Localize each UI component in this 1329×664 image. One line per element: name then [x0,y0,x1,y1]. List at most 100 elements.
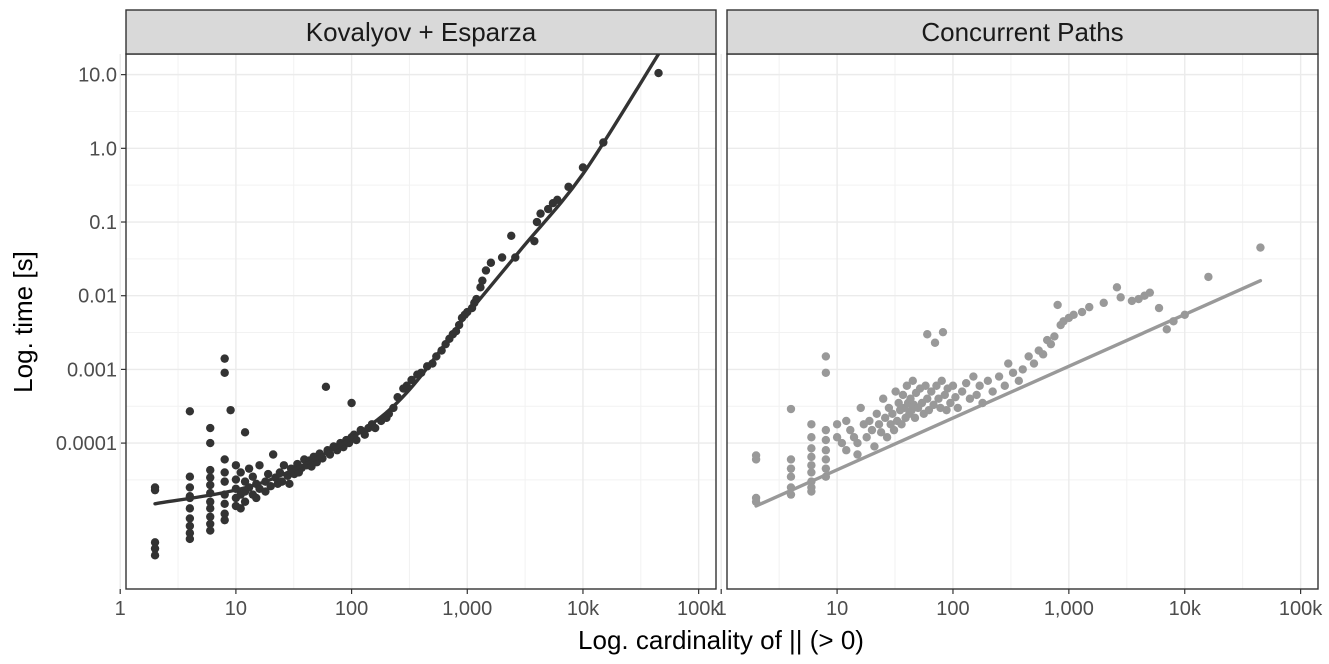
x-tick-label: 1 [716,598,727,620]
data-point [994,372,1004,381]
data-point [942,405,951,415]
data-point [807,468,816,477]
data-point [226,405,235,415]
facet-strip [726,9,1319,55]
data-point [951,392,960,402]
data-point [150,538,160,547]
data-point [285,479,294,489]
data-point [185,472,195,481]
data-point [236,468,245,477]
y-axis-title: Log. time [s] [8,251,38,393]
data-point [865,416,874,426]
data-point [536,209,545,218]
data-point [1099,298,1108,308]
x-tick-label: 100k [677,598,721,620]
data-point [872,409,881,418]
data-point [929,400,938,410]
data-point [1145,288,1155,297]
data-point [946,398,955,408]
data-point [150,485,160,495]
data-point [220,515,229,525]
data-point [930,338,940,347]
data-point [807,420,816,429]
data-point [497,253,507,262]
data-point [867,425,877,435]
facet-title: Concurrent Paths [921,17,1123,47]
data-point [807,452,816,462]
data-point [206,465,215,475]
data-point [751,455,761,464]
data-point [263,469,273,479]
data-point [185,483,195,492]
data-point [934,394,943,403]
data-point [185,521,195,531]
data-point [255,461,264,470]
data-point [821,464,831,473]
data-point [220,499,229,509]
data-point [220,368,229,377]
y-tick-label: 0.01 [78,286,117,308]
data-point [220,455,229,464]
data-point [1029,359,1039,368]
data-point [948,381,958,390]
y-axis: 0.0001 0.001 0.01 0.1 1.0 10.0 [56,65,126,455]
y-tick-label: 0.0001 [56,433,117,455]
x-tick-label: 10k [1169,598,1202,620]
data-point [1000,381,1009,390]
data-point [321,382,331,392]
data-point [862,433,871,442]
data-point [185,528,195,538]
data-point [481,266,491,275]
y-tick-label: 0.1 [89,212,117,234]
data-point [842,416,851,426]
data-point [923,330,932,339]
data-point [261,487,270,496]
data-point [486,258,496,267]
data-point [874,420,884,429]
x-tick-label: 1,000 [442,598,492,620]
data-point [807,433,816,442]
data-point [244,464,254,473]
data-point [543,204,553,214]
data-point [876,428,886,437]
data-point [530,236,539,246]
data-point [957,387,967,396]
data-point [1008,368,1018,377]
data-point [938,327,948,337]
panel-kovalyov-esparza: 1 10 100 1,000 10k 100k Kovalyov + Esparza [115,9,721,620]
data-point [1053,300,1062,310]
data-point [870,442,879,451]
x-tick-label: 100k [1279,598,1323,620]
data-point [821,425,831,435]
data-point [185,514,195,523]
x-tick-label: 1 [115,598,126,620]
x-tick-label: 10 [826,598,848,620]
data-point [807,487,816,496]
data-point [1069,310,1078,320]
data-point [921,381,930,390]
data-point [902,381,912,390]
data-point [1162,325,1171,334]
data-point [532,217,542,227]
data-point [910,413,920,423]
data-point [842,446,851,455]
data-point [206,423,215,433]
data-point [1116,293,1125,302]
panel-concurrent-paths: 1 10 100 1,000 10k 100k Concurrent Paths [716,9,1323,620]
data-point [807,461,816,470]
data-point [821,352,831,361]
data-point [206,512,215,521]
y-tick-label: 10.0 [78,65,117,87]
x-tick-label: 1,000 [1044,598,1094,620]
data-point [231,475,241,484]
data-point [220,509,229,518]
data-point [988,387,997,396]
data-point [889,425,899,435]
data-point [268,450,278,459]
data-point [1256,243,1265,252]
data-point [231,461,241,470]
data-point [206,519,215,529]
data-point [1154,303,1164,313]
data-point [923,394,932,403]
data-point [879,394,888,403]
